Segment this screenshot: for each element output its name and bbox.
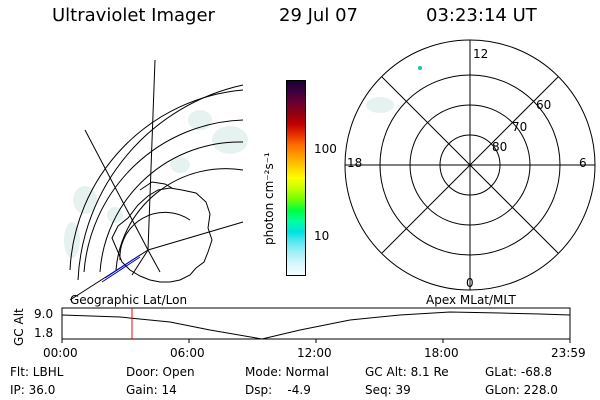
polar-plot — [344, 39, 596, 291]
timeline-x-tick-2359: 23:59 — [551, 346, 586, 360]
timeline-y-tick-1: 1.8 — [34, 326, 54, 340]
timeline-x-tick-1200: 12:00 — [297, 346, 332, 360]
timeline-plot — [61, 307, 571, 343]
gain-status: Gain: 14 — [126, 383, 177, 397]
mlt-label-12: 12 — [473, 47, 489, 61]
mode-status: Mode: Normal — [245, 365, 329, 379]
aurora-emission — [366, 97, 394, 113]
timeline-y-axis-label: GC Alt — [12, 308, 26, 346]
timeline-right-title: Apex MLat/MLT — [426, 293, 516, 307]
instrument-title: Ultraviolet Imager — [52, 5, 215, 26]
dsp-status: Dsp: -4.9 — [245, 383, 311, 397]
aurora-emission — [64, 110, 248, 258]
flt-status: Flt: LBHL — [10, 365, 64, 379]
timeline-x-tick-1800: 18:00 — [424, 346, 459, 360]
colorbar-tick-100: 100 — [314, 142, 337, 156]
ip-status: IP: 36.0 — [10, 383, 56, 397]
geographic-map — [64, 59, 248, 301]
glon-status: GLon: 228.0 — [485, 383, 558, 397]
timeline-left-title: Geographic Lat/Lon — [70, 293, 188, 307]
seq-status: Seq: 39 — [365, 383, 411, 397]
door-status: Door: Open — [126, 365, 195, 379]
lat-label-70: 70 — [512, 120, 528, 134]
lat-label-80: 80 — [492, 140, 508, 154]
colorbar — [286, 80, 306, 276]
timeline-x-tick-0600: 06:00 — [170, 346, 205, 360]
colorbar-tick-10: 10 — [314, 229, 330, 243]
mlt-label-18: 18 — [347, 156, 363, 170]
date-label: 29 Jul 07 — [279, 5, 358, 26]
time-label: 03:23:14 UT — [426, 5, 537, 26]
gc-alt-status: GC Alt: 8.1 Re — [365, 365, 449, 379]
colorbar-unit-label: photon cm⁻²s⁻¹ — [262, 152, 276, 245]
mlt-label-6: 6 — [579, 156, 587, 170]
mlt-label-0: 0 — [466, 276, 474, 290]
lat-label-60: 60 — [536, 98, 552, 112]
timeline-y-tick-9: 9.0 — [34, 307, 54, 321]
timeline-x-tick-0000: 00:00 — [43, 346, 78, 360]
emission-spot — [418, 66, 422, 70]
glat-status: GLat: -68.8 — [485, 365, 552, 379]
